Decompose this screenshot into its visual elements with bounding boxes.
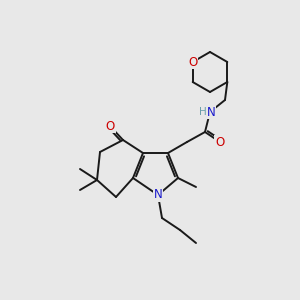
Text: O: O: [215, 136, 225, 148]
Text: O: O: [188, 56, 197, 68]
Text: N: N: [154, 188, 162, 202]
Text: H: H: [199, 107, 207, 117]
Text: N: N: [207, 106, 215, 118]
Text: O: O: [105, 119, 115, 133]
